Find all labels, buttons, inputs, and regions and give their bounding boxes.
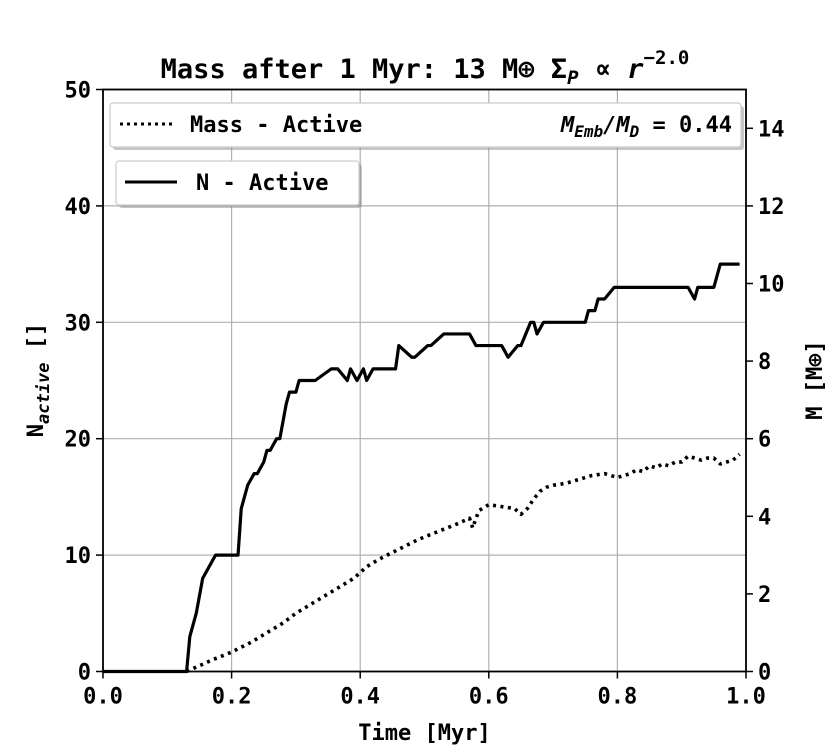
x-tick-label: 0.2 (212, 685, 252, 710)
x-tick-label: 0.8 (598, 685, 638, 710)
y-left-tick-label: 40 (65, 195, 92, 220)
y-left-axis-label: Nactive [] (24, 323, 54, 437)
y-right-tick-label: 4 (758, 505, 771, 530)
x-axis-label: Time [Myr] (358, 721, 490, 746)
legend-mass: Mass - Active MEmb/MD = 0.44 (109, 102, 744, 150)
y-left-tick-label: 10 (65, 544, 92, 569)
plot-frame (102, 88, 747, 673)
y-right-tick-label: 0 (758, 661, 771, 686)
legend-n: N - Active (115, 160, 362, 208)
y-left-tick-label: 50 (65, 79, 92, 104)
series-n-active-line (103, 262, 740, 674)
x-tick-label: 0.4 (340, 685, 380, 710)
y-right-tick-label: 6 (758, 428, 771, 453)
y-left-tick-label: 0 (78, 661, 91, 686)
x-tick-label: 0.6 (469, 685, 509, 710)
y-right-tick-label: 14 (758, 117, 785, 142)
series-mass-active-line (185, 452, 741, 674)
x-tick-label: 1.0 (726, 685, 766, 710)
series-layer (103, 262, 741, 674)
y-right-tick-label: 8 (758, 350, 771, 375)
legend-n-label: N - Active (196, 171, 328, 196)
chart-title: Mass after 1 Myr: 13 M⊕ ΣP ∝ r−2.0 (161, 47, 690, 89)
x-tick-label: 0.0 (83, 685, 123, 710)
y-right-tick-label: 12 (758, 195, 785, 220)
legend-mass-label: Mass - Active (190, 113, 362, 138)
y-left-tick-label: 30 (65, 311, 92, 336)
legend-n-box (115, 160, 360, 206)
y-right-axis-label: M [M⊕] (803, 340, 828, 419)
legend-ratio-label: MEmb/MD = 0.44 (560, 113, 732, 141)
y-right-tick-label: 10 (758, 273, 785, 298)
legend-mass-box (109, 102, 742, 148)
y-right-tick-label: 2 (758, 583, 771, 608)
y-left-tick-label: 20 (65, 428, 92, 453)
